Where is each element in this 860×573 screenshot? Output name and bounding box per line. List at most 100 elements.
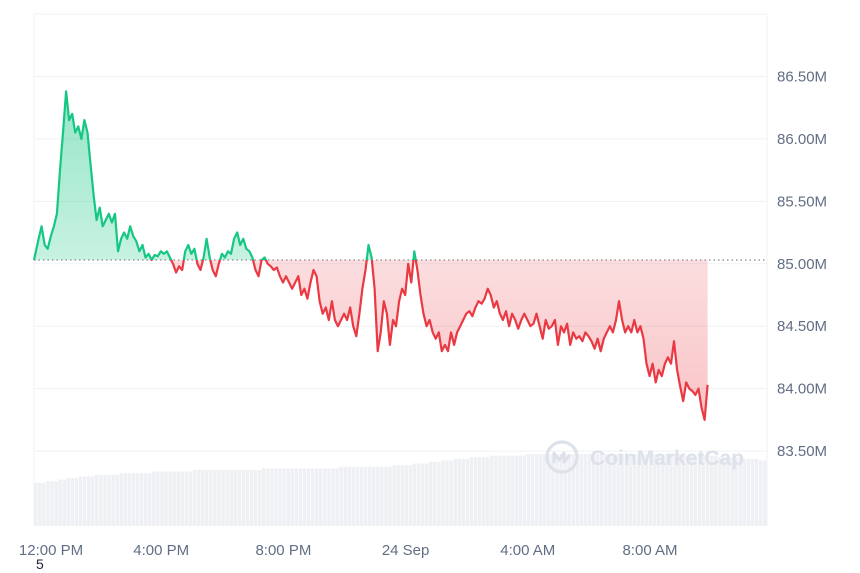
volume-bar bbox=[640, 454, 645, 526]
volume-bar bbox=[160, 471, 164, 526]
volume-bar bbox=[294, 468, 299, 526]
coinmarketcap-logo-icon bbox=[545, 440, 579, 474]
footnote-number: 5 bbox=[36, 556, 44, 572]
volume-bar bbox=[148, 473, 152, 526]
x-tick-label: 8:00 AM bbox=[622, 542, 677, 559]
volume-bar bbox=[685, 455, 690, 526]
volume-bar bbox=[595, 454, 600, 526]
y-tick-label: 85.50M bbox=[777, 193, 827, 210]
volume-bar bbox=[620, 454, 624, 526]
volume-bar bbox=[355, 466, 360, 526]
volume-bar bbox=[196, 470, 201, 526]
volume-bar bbox=[709, 455, 714, 526]
volume-bar bbox=[502, 455, 506, 526]
volume-bar bbox=[429, 462, 433, 526]
volume-bar bbox=[477, 457, 482, 526]
volume-bar bbox=[384, 466, 388, 526]
volume-bar bbox=[371, 466, 376, 526]
volume-bar bbox=[526, 454, 531, 526]
y-tick-label: 86.00M bbox=[777, 131, 827, 148]
volume-bar bbox=[734, 457, 738, 526]
volume-bar bbox=[351, 466, 356, 526]
volume-bar bbox=[380, 466, 384, 526]
volume-bar bbox=[46, 481, 50, 526]
volume-bar bbox=[306, 468, 311, 526]
volume-bar bbox=[494, 455, 498, 526]
volume-bar bbox=[449, 460, 453, 526]
volume-bar bbox=[730, 457, 734, 526]
volume-bar bbox=[213, 470, 217, 526]
volume-bar bbox=[616, 454, 620, 526]
volume-bar bbox=[538, 454, 543, 526]
volume-bar bbox=[534, 454, 539, 526]
volume-bar bbox=[437, 462, 441, 526]
volume-bar bbox=[66, 478, 71, 526]
volume-bar bbox=[412, 463, 417, 526]
volume-bar bbox=[498, 455, 502, 526]
volume-bar bbox=[176, 471, 180, 526]
volume-bar bbox=[209, 470, 213, 526]
volume-bar bbox=[490, 455, 494, 526]
x-tick-label: 4:00 PM bbox=[133, 542, 189, 559]
volume-bar bbox=[657, 454, 661, 526]
volume-bar bbox=[339, 466, 343, 526]
volume-bar bbox=[54, 481, 58, 526]
volume-bar bbox=[608, 454, 612, 526]
volume-bar bbox=[404, 465, 409, 526]
y-axis: 83.50M 84.00M 84.50M 85.00M 85.50M 86.00M 86.5… bbox=[777, 68, 827, 460]
volume-bar bbox=[217, 470, 221, 526]
volume-bar bbox=[221, 470, 225, 526]
volume-bar bbox=[180, 471, 185, 526]
volume-bar bbox=[282, 468, 286, 526]
volume-bar bbox=[705, 455, 710, 526]
volume-bar bbox=[681, 454, 685, 526]
volume-bar bbox=[689, 455, 694, 526]
y-tick-label: 84.00M bbox=[777, 381, 827, 398]
volume-bar bbox=[738, 457, 742, 526]
volume-bar bbox=[522, 455, 527, 526]
volume-bar bbox=[693, 455, 698, 526]
volume-bar bbox=[518, 455, 523, 526]
volume-bar bbox=[669, 454, 673, 526]
volume-bar bbox=[481, 457, 486, 526]
volume-bar bbox=[74, 478, 79, 526]
volume-bar bbox=[754, 458, 759, 526]
volume-bar bbox=[636, 454, 641, 526]
volume-bar bbox=[82, 476, 87, 526]
volume-bar bbox=[135, 473, 140, 526]
price-line-down bbox=[34, 260, 709, 421]
volume-bar bbox=[628, 454, 633, 526]
volume-bar bbox=[673, 454, 677, 526]
volume-bar bbox=[661, 454, 665, 526]
volume-bar bbox=[543, 454, 547, 526]
volume-bar bbox=[376, 466, 380, 526]
volume-bar bbox=[575, 454, 580, 526]
volume-bar bbox=[722, 457, 726, 526]
volume-bar bbox=[530, 454, 535, 526]
volume-bar bbox=[563, 454, 567, 526]
volume-bar bbox=[245, 470, 250, 526]
volume-bar bbox=[156, 471, 160, 526]
watermark-brand: CoinMarketCap bbox=[590, 447, 744, 470]
volume-bar bbox=[445, 460, 449, 526]
volume-bar bbox=[38, 482, 42, 526]
volume-bar bbox=[457, 458, 461, 526]
volume-bar bbox=[70, 478, 75, 526]
volume-bar bbox=[363, 466, 368, 526]
volume-bar bbox=[644, 454, 649, 526]
volume-bar bbox=[200, 470, 205, 526]
watermark: CoinMarketCap bbox=[545, 440, 744, 474]
volume-bar bbox=[50, 481, 54, 526]
y-tick-label: 86.50M bbox=[777, 68, 827, 85]
x-tick-label: 4:00 AM bbox=[500, 542, 555, 559]
volume-bar bbox=[347, 466, 352, 526]
volume-bar bbox=[34, 482, 38, 526]
volume-bar bbox=[286, 468, 290, 526]
volume-bar bbox=[42, 482, 46, 526]
volume-bar bbox=[750, 458, 755, 526]
volume-bar bbox=[367, 466, 372, 526]
volume-bar bbox=[400, 465, 404, 526]
volume-bar bbox=[168, 471, 172, 526]
y-tick-label: 84.50M bbox=[777, 318, 827, 335]
volume-bar bbox=[241, 470, 246, 526]
